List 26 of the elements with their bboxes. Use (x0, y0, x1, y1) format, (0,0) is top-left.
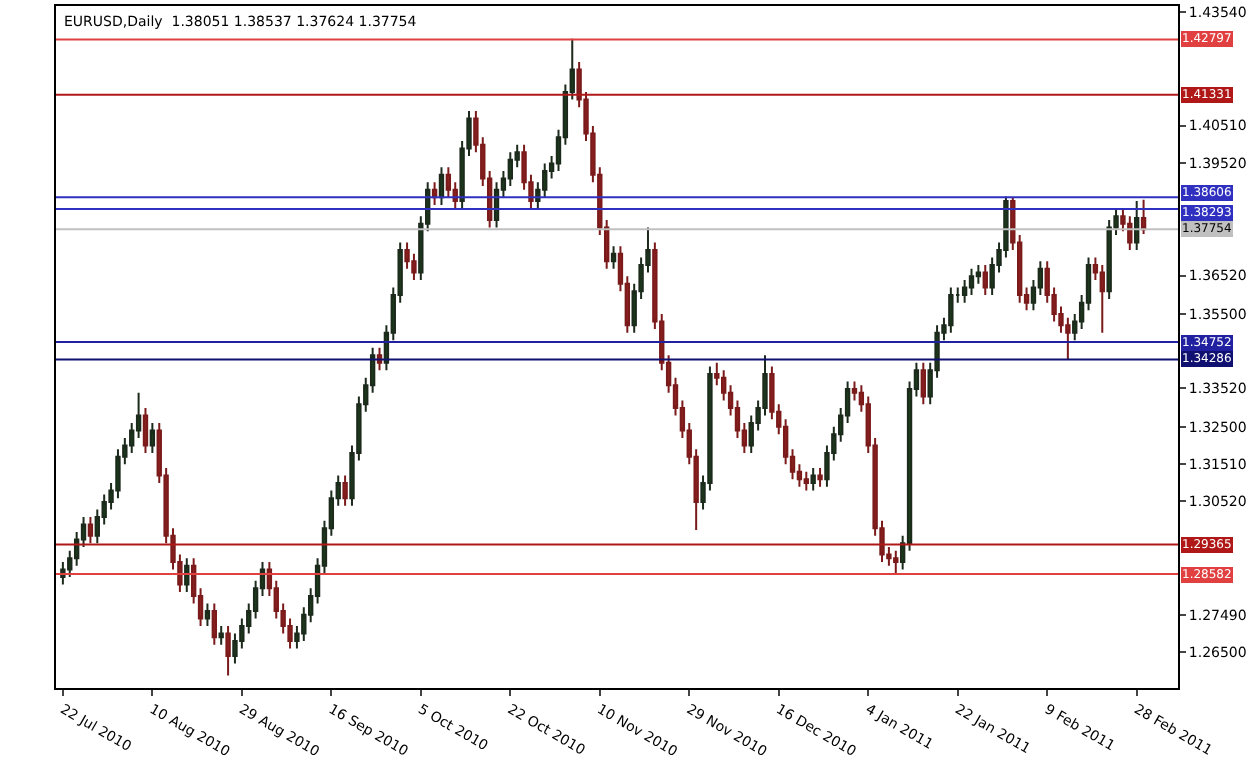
candlestick (1106, 218, 1112, 300)
candlestick (817, 467, 823, 488)
candlestick (204, 602, 211, 627)
candlestick (225, 624, 231, 677)
candlestick (1127, 215, 1133, 251)
candlestick (507, 151, 513, 188)
candlestick (142, 406, 149, 455)
candlestick (982, 264, 988, 297)
candlestick (218, 624, 224, 646)
candlestick (1140, 198, 1147, 236)
candlestick (342, 474, 348, 507)
candlestick (968, 267, 975, 297)
candlestick (149, 421, 156, 455)
candlestick (1134, 200, 1140, 251)
candlestick (1099, 264, 1105, 334)
candlestick (948, 286, 954, 334)
candlestick (184, 557, 190, 594)
candlestick (893, 549, 899, 574)
candlestick (920, 361, 926, 406)
candlestick (810, 467, 816, 492)
candlestick (610, 245, 617, 270)
candlestick (803, 470, 809, 492)
candlestick (431, 181, 438, 206)
candlestick (211, 602, 217, 646)
candlestick (87, 515, 94, 545)
candlestick (438, 166, 445, 206)
